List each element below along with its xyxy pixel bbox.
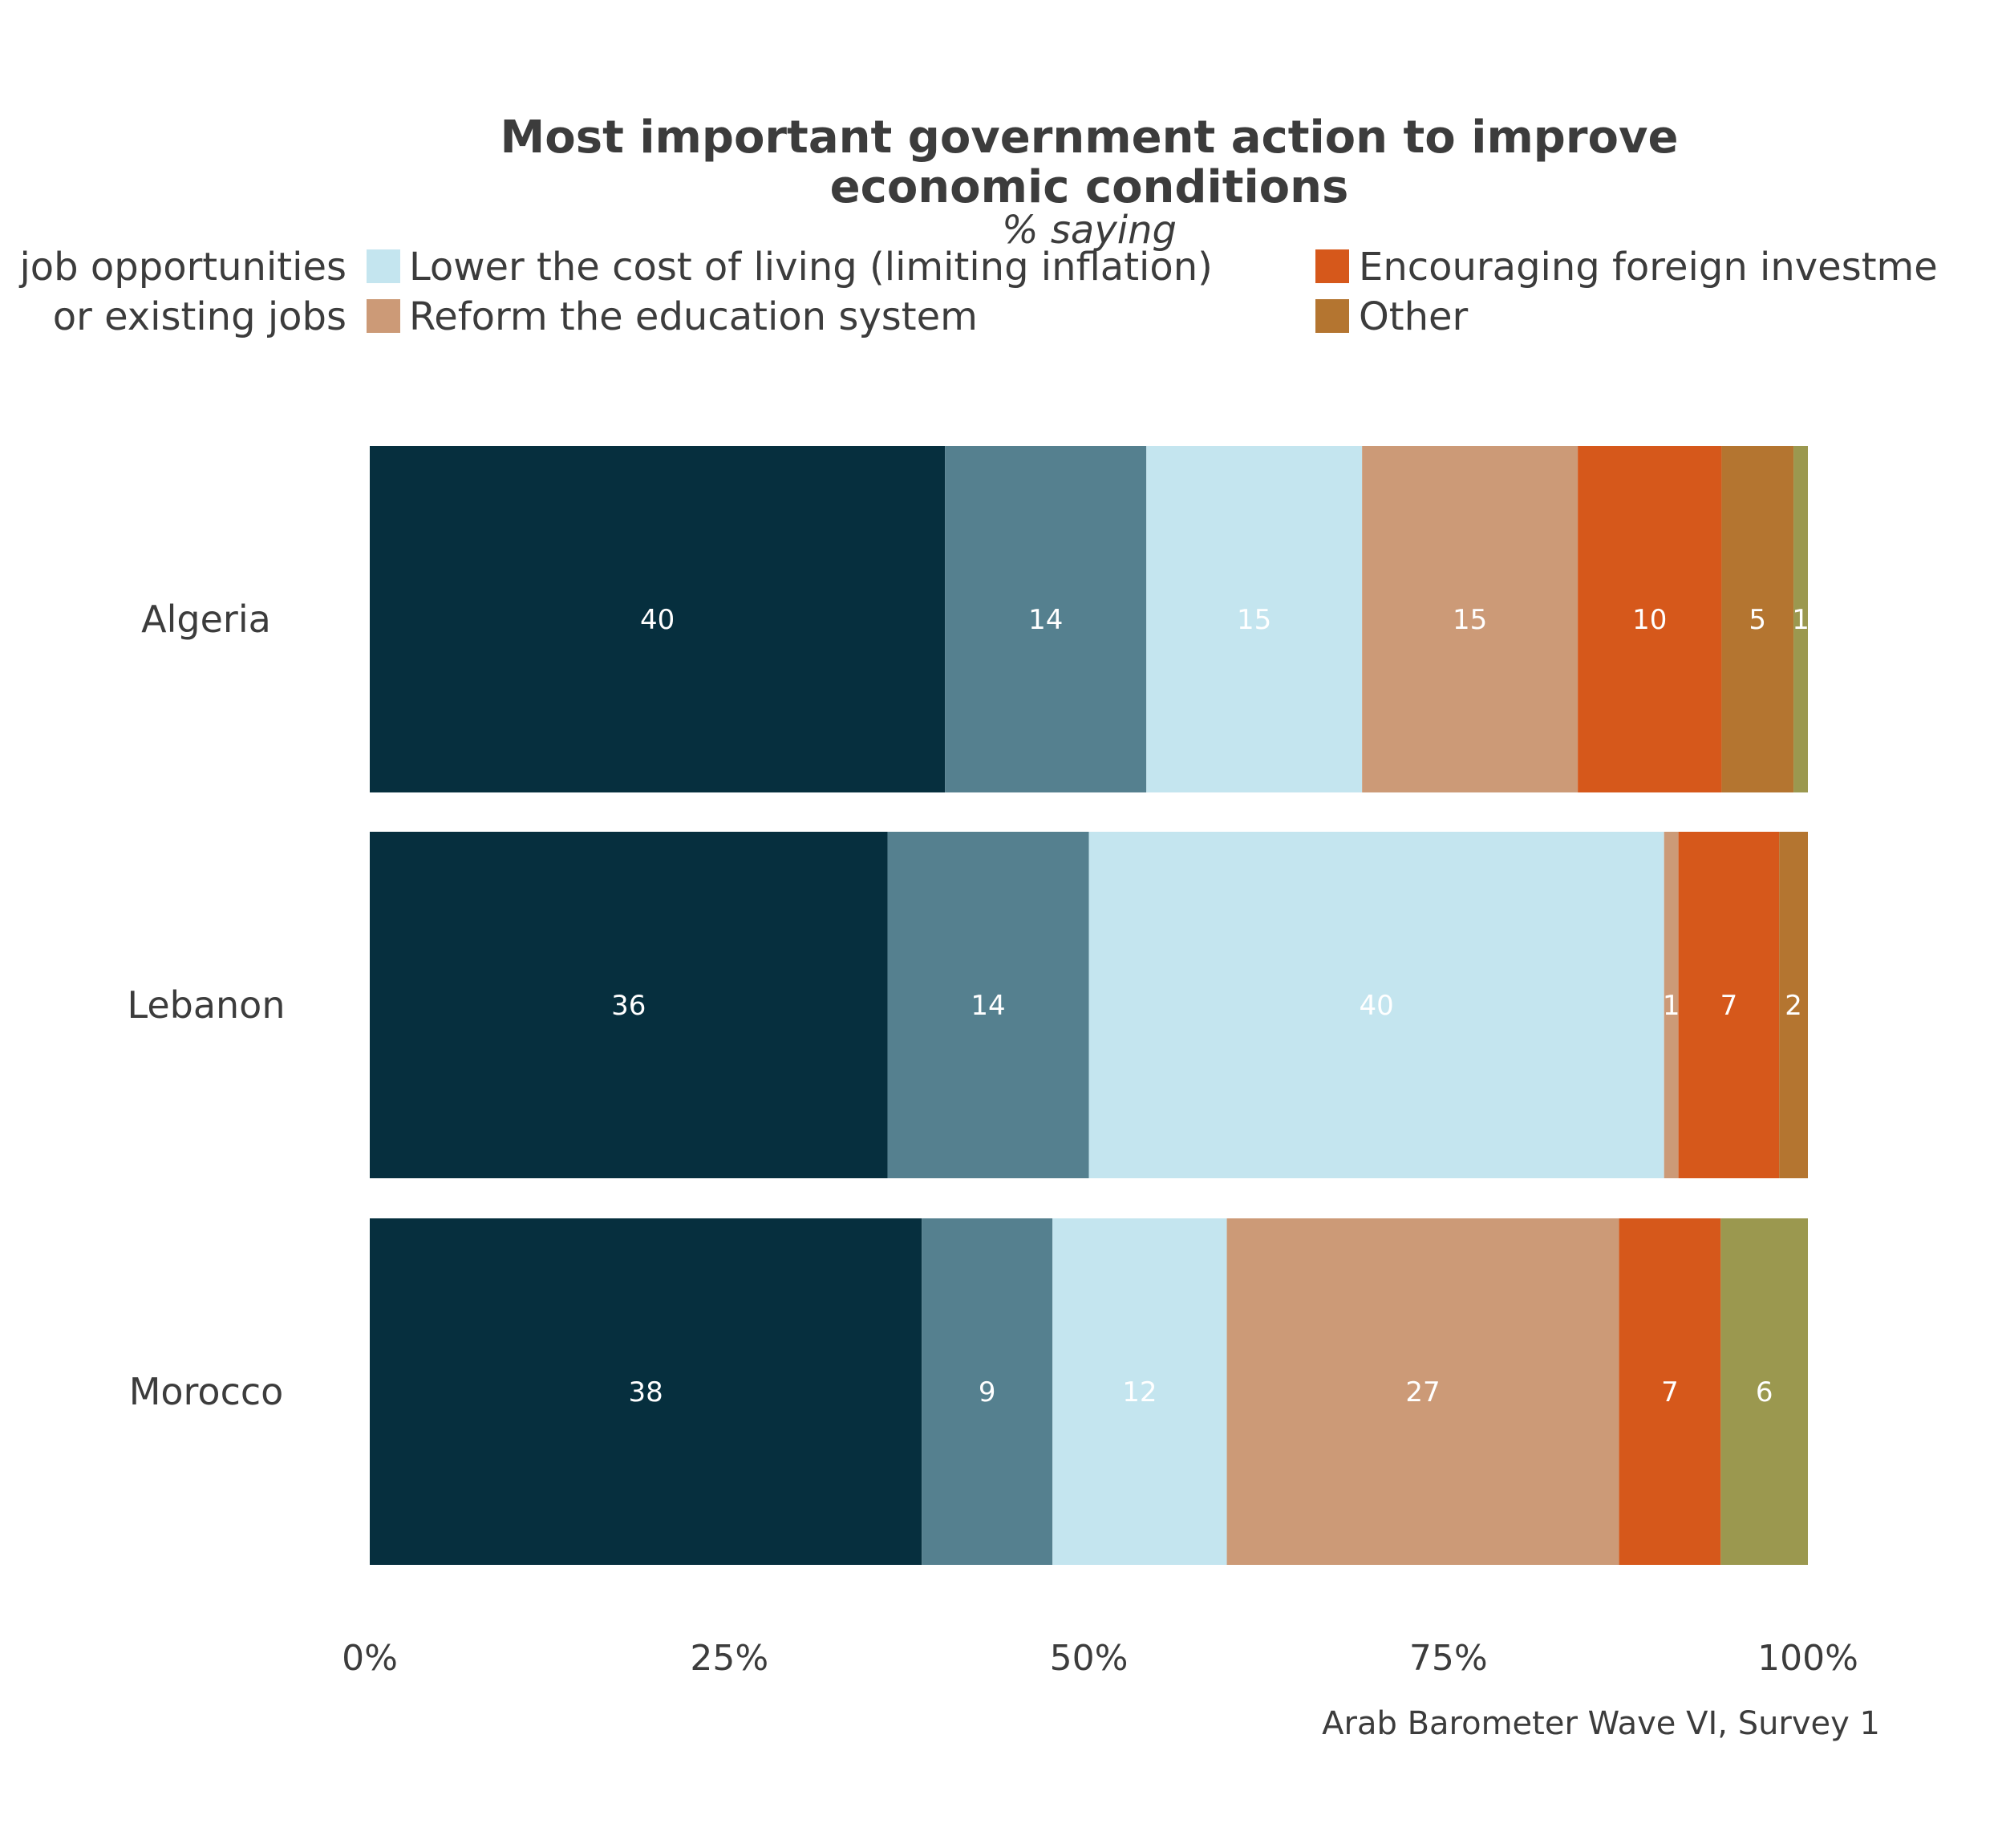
data-label: 15 <box>1237 604 1271 636</box>
data-label: 6 <box>1756 1376 1773 1408</box>
value-axis: 0% 25% 50% 75% 100% <box>342 1638 1858 1679</box>
chart-title-line-1: Most important government action to impr… <box>500 111 1679 164</box>
chart-subtitle: % saying <box>1002 208 1177 253</box>
bar-segment <box>887 832 1089 1178</box>
legend-key <box>1315 299 1349 333</box>
bar-segment <box>1664 832 1679 1178</box>
bar-segment <box>370 832 888 1178</box>
category-label: Algeria <box>141 598 271 641</box>
bar-segment <box>1052 1218 1227 1565</box>
data-label: 15 <box>1453 604 1487 636</box>
bar-segment <box>1226 1218 1619 1565</box>
data-label: 14 <box>971 990 1005 1022</box>
bar-segment <box>945 446 1147 792</box>
data-label: 5 <box>1749 604 1766 636</box>
category-label: Morocco <box>129 1370 284 1413</box>
bar-segment <box>1720 1218 1808 1565</box>
data-label: 9 <box>979 1376 996 1408</box>
data-label: 40 <box>1359 990 1393 1022</box>
legend-label: Encouraging foreign investme <box>1359 245 1938 290</box>
bar-segment <box>370 1218 922 1565</box>
chart-caption: Arab Barometer Wave VI, Survey 1 <box>1322 1705 1880 1742</box>
legend-label: job opportunities <box>18 245 346 290</box>
data-label: 1 <box>1792 604 1810 636</box>
data-label: 2 <box>1785 990 1802 1022</box>
bar-segment <box>1721 446 1794 792</box>
data-label: 7 <box>1661 1376 1679 1408</box>
bar-segment <box>1678 832 1780 1178</box>
data-label: 27 <box>1405 1376 1440 1408</box>
tick-label: 100% <box>1757 1638 1858 1679</box>
tick-label: 0% <box>342 1638 398 1679</box>
data-label: 14 <box>1028 604 1063 636</box>
bar-segment <box>1362 446 1578 792</box>
data-label: 38 <box>628 1376 663 1408</box>
bar-segment <box>1146 446 1363 792</box>
legend-key <box>1315 249 1349 283</box>
data-label: 10 <box>1632 604 1667 636</box>
category-axis: Algeria Lebanon Morocco <box>128 598 286 1413</box>
legend-key <box>367 249 400 283</box>
data-label: 40 <box>640 604 675 636</box>
data-label: 7 <box>1720 990 1738 1022</box>
legend-key <box>367 299 400 333</box>
legend-label: Other <box>1359 294 1469 339</box>
legend-label: Reform the education system <box>409 294 978 339</box>
bar-segment <box>1088 832 1664 1178</box>
bar-segment <box>1578 446 1722 792</box>
tick-label: 50% <box>1050 1638 1129 1679</box>
bar-segment <box>922 1218 1053 1565</box>
bar-segment <box>1793 446 1808 792</box>
legend-label: Lower the cost of living (limiting infla… <box>409 245 1213 290</box>
chart-title-line-2: economic conditions <box>830 161 1349 213</box>
tick-label: 25% <box>690 1638 768 1679</box>
data-label: 12 <box>1122 1376 1157 1408</box>
bar-segment <box>370 446 946 792</box>
legend-label: or existing jobs <box>53 294 346 339</box>
bar-segment <box>1779 832 1808 1178</box>
bar-area: 40 14 15 15 10 5 136 14 40 1 7 238 9 12 27 7 6 <box>370 446 1810 1565</box>
tick-label: 75% <box>1409 1638 1488 1679</box>
category-label: Lebanon <box>128 983 286 1027</box>
data-label: 36 <box>611 990 646 1022</box>
data-label: 1 <box>1663 990 1680 1022</box>
bar-segment <box>1619 1218 1721 1565</box>
